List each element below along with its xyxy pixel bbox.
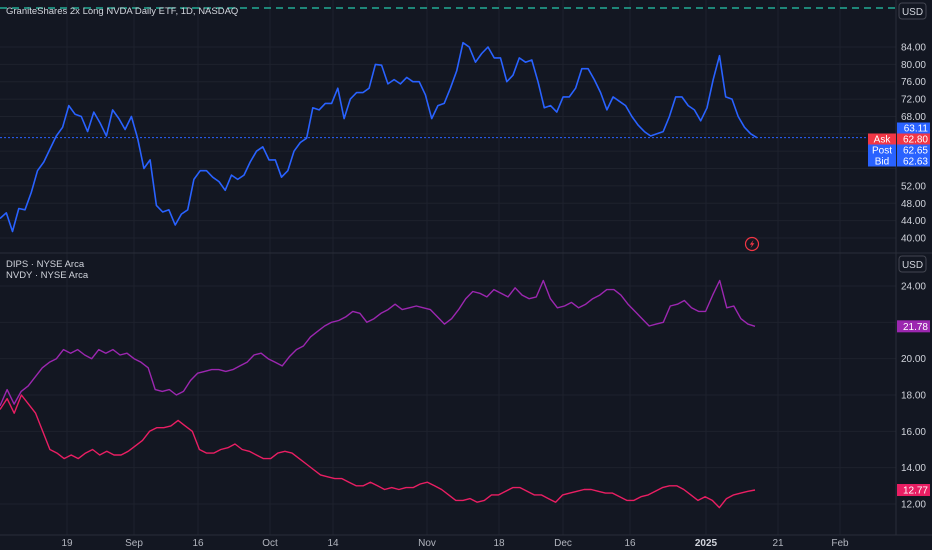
svg-text:62.63: 62.63 <box>903 157 928 168</box>
price-tick-label: 12.00 <box>901 500 926 511</box>
time-tick-label: Dec <box>554 538 572 549</box>
lightning-icon[interactable] <box>744 236 760 252</box>
series-line-dips[interactable] <box>0 394 756 509</box>
series-line-main[interactable] <box>0 41 758 233</box>
price-tag-series-0: 21.78 <box>897 320 930 333</box>
bottom-price-tags: 21.78 12.77 <box>897 320 930 497</box>
svg-text:12.77: 12.77 <box>903 486 928 497</box>
svg-text:Ask: Ask <box>874 135 892 146</box>
price-tick-label: 44.00 <box>901 216 926 227</box>
price-tick-label: 24.00 <box>901 282 926 293</box>
price-tag-series-1: 12.77 <box>897 484 930 497</box>
series-line-nvdy[interactable] <box>0 279 756 407</box>
svg-text:USD: USD <box>902 7 923 18</box>
price-tick-label: 52.00 <box>901 181 926 192</box>
time-tick-label: Oct <box>262 538 278 549</box>
price-tick-label: 16.00 <box>901 427 926 438</box>
svg-text:Post: Post <box>872 146 892 157</box>
price-tag-post: 62.65 Post <box>868 144 930 157</box>
svg-text:63.11: 63.11 <box>904 124 929 135</box>
chart-title: GraniteShares 2x Long NVDA Daily ETF, 1D… <box>6 6 238 17</box>
legend-entry-dips[interactable]: DIPS · NYSE Arca <box>6 259 85 270</box>
time-tick-label: 2025 <box>695 538 718 549</box>
price-tick-label: 48.00 <box>901 199 926 210</box>
top-currency-badge[interactable]: USD <box>898 2 927 20</box>
price-tick-label: 84.00 <box>901 43 926 54</box>
svg-text:Bid: Bid <box>875 157 889 168</box>
time-tick-label: 16 <box>624 538 636 549</box>
time-tick-label: Sep <box>125 538 143 549</box>
price-tick-label: 20.00 <box>901 354 926 365</box>
price-tick-label: 76.00 <box>901 77 926 88</box>
top-pane-grid <box>0 0 896 253</box>
svg-text:62.65: 62.65 <box>903 146 928 157</box>
svg-text:USD: USD <box>902 260 923 271</box>
price-tag-ask: 62.80 Ask <box>868 133 930 146</box>
legend-entry-nvdy[interactable]: NVDY · NYSE Arca <box>6 270 89 281</box>
price-tick-label: 72.00 <box>901 95 926 106</box>
price-tick-label: 80.00 <box>901 60 926 71</box>
time-tick-label: 21 <box>772 538 784 549</box>
time-tick-label: 14 <box>327 538 339 549</box>
price-tick-label: 68.00 <box>901 112 926 123</box>
svg-text:21.78: 21.78 <box>903 322 928 333</box>
time-tick-label: Nov <box>418 538 436 549</box>
time-tick-label: 19 <box>61 538 73 549</box>
bottom-pane-grid <box>0 253 896 535</box>
price-tick-label: 18.00 <box>901 391 926 402</box>
time-tick-label: 18 <box>493 538 505 549</box>
time-axis[interactable]: 19 Sep 16 Oct 14 Nov 18 Dec 16 2025 21 Feb <box>61 538 849 549</box>
top-price-axis[interactable]: 84.00 80.00 76.00 72.00 68.00 52.00 48.00 44.00… <box>901 43 926 245</box>
price-tick-label: 40.00 <box>901 234 926 245</box>
bottom-price-axis[interactable]: 24.00 20.00 18.00 16.00 14.00 12.00 <box>901 282 926 511</box>
price-tag-last: 63.11 <box>897 122 930 135</box>
time-tick-label: 16 <box>192 538 204 549</box>
svg-text:62.80: 62.80 <box>903 135 928 146</box>
price-tick-label: 14.00 <box>901 463 926 474</box>
time-tick-label: Feb <box>831 538 849 549</box>
price-tag-bid: 62.63 Bid <box>868 155 930 168</box>
bottom-currency-badge[interactable]: USD <box>898 255 927 273</box>
